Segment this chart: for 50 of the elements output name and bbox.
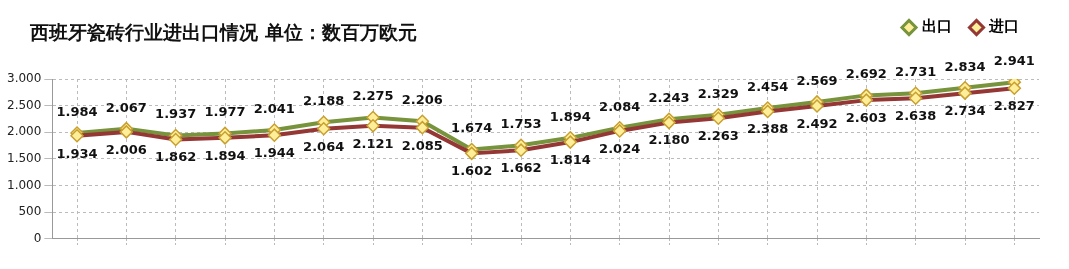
data-label: 1.814 — [549, 151, 591, 167]
data-label: 1.862 — [155, 149, 197, 165]
chart-title: 西班牙瓷砖行业进出口情况 单位：数百万欧元 — [30, 20, 417, 45]
data-label: 2.731 — [895, 64, 937, 80]
y-tick-label: 500 — [18, 204, 42, 219]
data-label: 1.602 — [451, 163, 493, 179]
data-label: 2.263 — [697, 128, 739, 144]
data-label: 1.894 — [204, 147, 246, 163]
data-label: 2.638 — [895, 108, 937, 124]
y-tick-label: 0 — [33, 230, 42, 245]
data-label: 2.067 — [105, 99, 147, 115]
data-label: 2.734 — [944, 103, 986, 119]
data-label: 2.454 — [747, 78, 789, 94]
data-label: 2.243 — [648, 90, 690, 106]
data-label: 2.941 — [993, 53, 1035, 69]
data-label: 2.121 — [352, 135, 394, 151]
legend-label: 进口 — [988, 17, 1019, 36]
data-label: 1.934 — [56, 145, 98, 161]
data-label: 1.944 — [253, 145, 295, 161]
data-label: 2.834 — [944, 58, 986, 74]
legend-label: 出口 — [921, 17, 952, 36]
data-label: 1.984 — [56, 103, 98, 119]
data-label: 2.206 — [401, 92, 443, 108]
data-label: 2.492 — [796, 115, 838, 131]
data-label: 1.937 — [155, 106, 197, 122]
y-tick-label: 1.500 — [6, 150, 42, 165]
y-tick-label: 2.000 — [6, 124, 42, 139]
data-label: 2.180 — [648, 132, 690, 148]
data-label: 2.692 — [845, 66, 887, 82]
data-label: 1.894 — [549, 108, 591, 124]
data-label: 2.827 — [993, 98, 1035, 114]
data-label: 2.084 — [599, 98, 641, 114]
data-label: 1.662 — [500, 160, 542, 176]
data-label: 2.188 — [303, 93, 345, 109]
data-label: 2.275 — [352, 88, 394, 104]
data-label: 1.977 — [204, 104, 246, 120]
data-label: 2.064 — [303, 138, 345, 154]
data-label: 2.329 — [697, 85, 739, 101]
data-label: 2.603 — [845, 110, 887, 125]
y-tick-label: 1.000 — [6, 177, 42, 192]
y-tick-label: 2.500 — [6, 97, 42, 112]
data-label: 2.006 — [105, 141, 147, 157]
data-label: 2.024 — [599, 140, 641, 156]
data-label: 1.674 — [451, 120, 493, 136]
data-label: 2.085 — [401, 137, 443, 153]
data-label: 2.569 — [796, 72, 838, 88]
data-label: 2.041 — [253, 100, 295, 116]
y-tick-label: 3.000 — [6, 71, 42, 86]
data-label: 1.753 — [500, 116, 542, 132]
data-label: 2.388 — [747, 121, 789, 137]
